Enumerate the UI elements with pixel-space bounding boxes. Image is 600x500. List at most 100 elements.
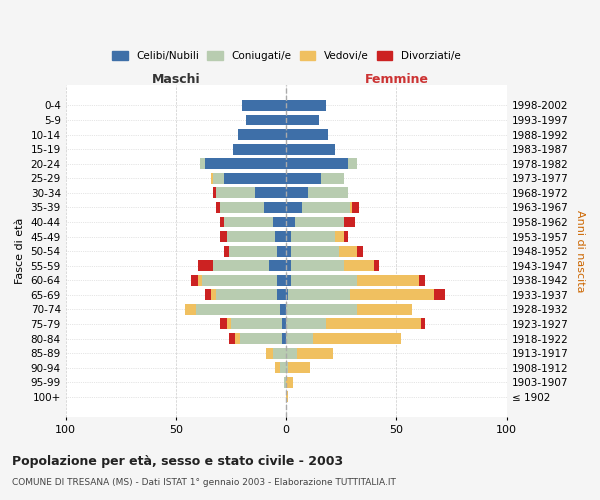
Bar — [227, 318, 231, 330]
Bar — [286, 129, 328, 140]
Bar — [308, 188, 348, 198]
Bar — [275, 362, 280, 373]
Bar — [302, 202, 350, 213]
Bar — [419, 275, 425, 285]
Bar — [286, 100, 326, 111]
Bar — [286, 275, 290, 285]
Bar — [266, 348, 273, 358]
Bar — [264, 202, 286, 213]
Bar — [191, 275, 198, 285]
Bar — [240, 333, 282, 344]
Text: Maschi: Maschi — [152, 74, 200, 86]
Bar — [233, 144, 286, 154]
Bar — [205, 158, 286, 169]
Bar — [286, 362, 289, 373]
Bar — [322, 173, 344, 184]
Bar — [247, 114, 286, 126]
Legend: Celibi/Nubili, Coniugati/e, Vedovi/e, Divorziati/e: Celibi/Nubili, Coniugati/e, Vedovi/e, Di… — [108, 47, 464, 66]
Bar — [344, 216, 355, 228]
Bar — [284, 377, 286, 388]
Bar — [200, 158, 205, 169]
Bar — [344, 260, 374, 271]
Bar — [214, 188, 215, 198]
Bar — [286, 216, 295, 228]
Text: Femmine: Femmine — [364, 74, 428, 86]
Bar — [286, 318, 326, 330]
Bar — [224, 173, 286, 184]
Bar — [269, 260, 286, 271]
Bar — [202, 275, 277, 285]
Bar — [220, 202, 264, 213]
Bar — [286, 260, 290, 271]
Bar — [374, 260, 379, 271]
Bar — [295, 216, 344, 228]
Text: Popolazione per età, sesso e stato civile - 2003: Popolazione per età, sesso e stato civil… — [12, 455, 343, 468]
Bar — [196, 304, 280, 315]
Bar — [214, 260, 269, 271]
Bar — [198, 275, 202, 285]
Bar — [198, 260, 214, 271]
Bar — [357, 275, 419, 285]
Bar — [256, 188, 286, 198]
Bar — [277, 290, 286, 300]
Bar — [215, 290, 277, 300]
Bar — [313, 333, 401, 344]
Bar — [214, 173, 224, 184]
Bar — [286, 202, 302, 213]
Bar — [297, 348, 332, 358]
Bar — [224, 246, 229, 256]
Bar — [421, 318, 425, 330]
Bar — [277, 275, 286, 285]
Bar — [286, 188, 308, 198]
Bar — [277, 246, 286, 256]
Bar — [282, 333, 286, 344]
Bar — [352, 202, 359, 213]
Bar — [229, 333, 235, 344]
Bar — [344, 231, 348, 242]
Bar — [289, 290, 350, 300]
Bar — [289, 362, 310, 373]
Text: COMUNE DI TRESANA (MS) - Dati ISTAT 1° gennaio 2003 - Elaborazione TUTTITALIA.IT: COMUNE DI TRESANA (MS) - Dati ISTAT 1° g… — [12, 478, 396, 487]
Bar — [290, 275, 357, 285]
Bar — [357, 246, 364, 256]
Bar — [286, 144, 335, 154]
Bar — [286, 333, 313, 344]
Bar — [434, 290, 445, 300]
Bar — [231, 318, 282, 330]
Bar — [275, 231, 286, 242]
Bar — [235, 333, 240, 344]
Bar — [211, 290, 215, 300]
Bar — [238, 129, 286, 140]
Bar — [215, 188, 256, 198]
Bar — [286, 290, 289, 300]
Bar — [286, 246, 290, 256]
Bar — [211, 173, 214, 184]
Bar — [220, 231, 227, 242]
Bar — [286, 348, 297, 358]
Bar — [227, 231, 275, 242]
Bar — [290, 231, 335, 242]
Bar — [290, 246, 339, 256]
Y-axis label: Fasce di età: Fasce di età — [15, 218, 25, 284]
Bar — [229, 246, 277, 256]
Bar — [280, 362, 286, 373]
Bar — [348, 158, 357, 169]
Bar — [357, 304, 412, 315]
Bar — [224, 216, 273, 228]
Bar — [350, 290, 434, 300]
Y-axis label: Anni di nascita: Anni di nascita — [575, 210, 585, 292]
Bar — [290, 260, 344, 271]
Bar — [286, 173, 322, 184]
Bar — [326, 318, 421, 330]
Bar — [286, 377, 293, 388]
Bar — [286, 158, 348, 169]
Bar — [286, 114, 319, 126]
Bar — [220, 216, 224, 228]
Bar — [273, 348, 286, 358]
Bar — [242, 100, 286, 111]
Bar — [282, 318, 286, 330]
Bar — [185, 304, 196, 315]
Bar — [215, 202, 220, 213]
Bar — [280, 304, 286, 315]
Bar — [273, 216, 286, 228]
